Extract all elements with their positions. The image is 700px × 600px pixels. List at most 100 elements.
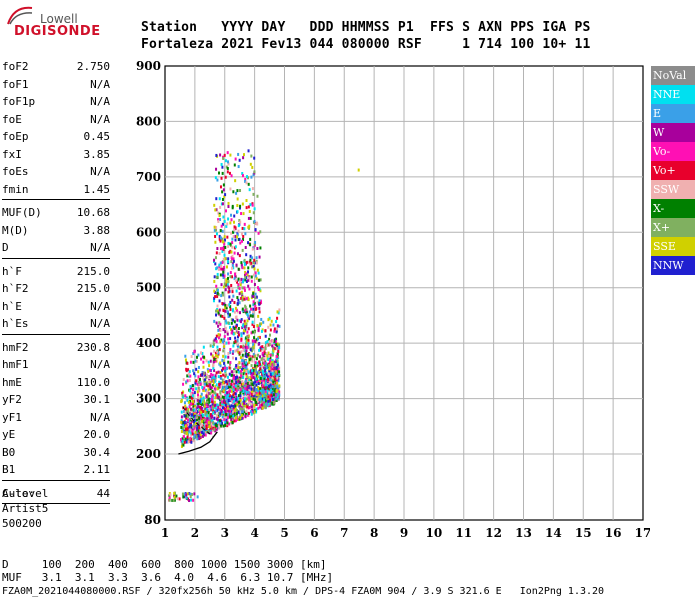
echo-point <box>241 174 244 178</box>
echo-point <box>231 241 234 245</box>
echo-point <box>250 374 253 378</box>
echo-point <box>222 424 225 428</box>
echo-point <box>254 304 257 308</box>
echo-point <box>252 392 255 396</box>
echo-point <box>264 346 267 350</box>
param-name: h`F2 <box>2 282 29 295</box>
echo-point <box>224 309 227 313</box>
echo-point <box>232 332 235 336</box>
echo-point <box>261 372 264 376</box>
param-row: h`Es N/A <box>2 315 110 333</box>
echo-point <box>224 355 227 359</box>
echo-point <box>183 440 186 444</box>
echo-point <box>256 390 259 394</box>
echo-point <box>269 328 272 332</box>
echo-point <box>228 303 231 307</box>
echo-point <box>229 187 232 191</box>
echo-point <box>239 356 242 360</box>
echo-point <box>194 374 197 378</box>
echo-point <box>235 289 238 293</box>
echo-point <box>243 258 246 262</box>
echo-point <box>232 400 235 404</box>
echo-point <box>250 279 253 283</box>
echo-point <box>215 167 218 171</box>
echo-point <box>275 330 278 334</box>
echo-point <box>247 386 250 390</box>
echo-point <box>214 262 217 266</box>
echo-point <box>189 407 192 411</box>
echo-point <box>230 373 233 377</box>
echo-point <box>186 418 189 422</box>
echo-point <box>197 375 200 379</box>
echo-point <box>259 380 262 384</box>
echo-point <box>249 203 252 207</box>
echo-point <box>235 325 238 329</box>
echo-point <box>225 385 228 389</box>
echo-point <box>246 340 249 344</box>
echo-point <box>235 263 238 267</box>
echo-point <box>236 252 239 256</box>
echo-point <box>269 395 272 399</box>
echo-point <box>231 408 234 412</box>
param-value: 44 <box>96 486 110 500</box>
param-name: fmin <box>2 182 29 196</box>
x-tick-label: 15 <box>575 526 592 540</box>
echo-point <box>212 366 215 370</box>
echo-point <box>224 306 227 310</box>
echo-point <box>263 350 266 354</box>
echo-point <box>251 349 254 353</box>
echo-point <box>241 296 244 300</box>
echo-point <box>188 499 191 503</box>
echo-point <box>245 368 248 372</box>
echo-point <box>234 275 237 279</box>
param-name: yF2 <box>2 393 22 406</box>
echo-point <box>249 304 252 308</box>
param-name: foE <box>2 112 22 126</box>
echo-point <box>182 435 185 439</box>
echo-point <box>275 370 278 374</box>
echo-point <box>264 388 267 392</box>
param-name: fxI <box>2 147 22 161</box>
echo-point <box>222 285 225 289</box>
echo-point <box>266 382 269 386</box>
logo-line2: DIGISONDE <box>14 24 101 39</box>
chart-grid <box>164 65 644 521</box>
echo-point <box>234 392 237 396</box>
echo-point <box>226 260 229 264</box>
echo-point <box>259 278 262 282</box>
echo-point <box>197 405 200 409</box>
echo-point <box>235 395 238 399</box>
echo-point <box>193 414 196 418</box>
echo-point <box>221 197 224 201</box>
echo-point <box>173 491 176 495</box>
echo-point <box>263 393 266 397</box>
echo-point <box>236 328 239 332</box>
echo-point <box>239 320 242 324</box>
echo-point <box>242 329 245 333</box>
echo-point <box>248 358 251 362</box>
echo-point <box>206 423 209 427</box>
echo-point <box>271 376 274 380</box>
echo-point <box>236 310 239 314</box>
echo-point <box>230 379 233 383</box>
echo-point <box>222 396 225 400</box>
echo-point <box>247 371 250 375</box>
echo-point <box>196 495 199 499</box>
echo-point <box>218 265 221 269</box>
echo-point <box>238 206 241 210</box>
echo-point <box>187 423 190 427</box>
echo-point <box>201 371 204 375</box>
echo-point <box>221 165 224 169</box>
echo-point <box>245 199 248 203</box>
echo-point <box>208 399 211 403</box>
echo-point <box>268 380 271 384</box>
echo-point <box>276 327 279 331</box>
echo-point <box>253 301 256 305</box>
echo-point <box>204 388 207 392</box>
echo-point <box>207 404 210 408</box>
echo-point <box>267 325 270 329</box>
echo-point <box>263 398 266 402</box>
echo-point <box>221 190 224 194</box>
echo-point <box>219 421 222 425</box>
echo-point <box>236 231 239 235</box>
